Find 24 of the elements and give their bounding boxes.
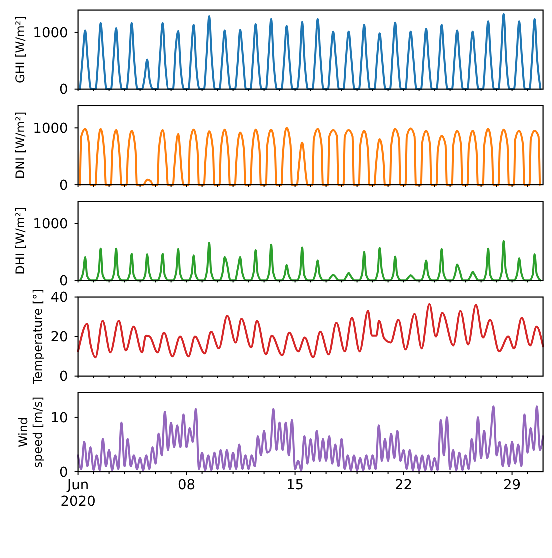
x-tick-label: 15 (286, 477, 304, 494)
x-tick-label: 22 (395, 477, 413, 494)
y-tick-label: 40 (50, 290, 68, 306)
line-series (79, 13, 542, 90)
y-tick-label: 0 (60, 82, 68, 98)
line-series (77, 303, 544, 359)
y-tick-label: 1000 (33, 120, 68, 137)
line-series (79, 240, 542, 282)
y-tick-label: 0 (60, 369, 68, 386)
line-series (79, 127, 542, 186)
line-series (77, 406, 544, 472)
y-tick-label: 1000 (33, 216, 68, 233)
y-tick-label: 10 (50, 410, 68, 426)
y-tick-label: 1000 (33, 25, 68, 42)
y-tick-label: 0 (60, 178, 68, 194)
y-tick-label: 20 (50, 330, 68, 346)
x-tick-label: 29 (504, 477, 522, 494)
y-tick-label: 0 (60, 274, 68, 290)
y-axis-title: Temperature [°] (30, 289, 45, 386)
y-axis-title: GHI [W/m²] (13, 16, 28, 84)
y-axis-title: Wind speed [m/s] (16, 396, 45, 468)
y-axis-title: DHI [W/m²] (13, 207, 28, 275)
x-tick-label: 08 (178, 477, 196, 494)
y-axis-title: DNI [W/m²] (13, 112, 28, 180)
